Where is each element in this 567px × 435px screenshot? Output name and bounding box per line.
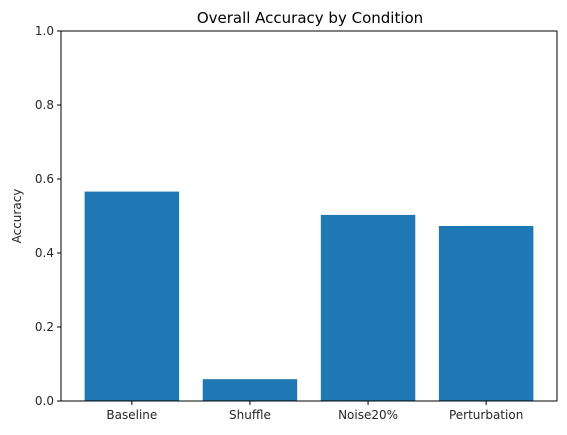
y-tick-label: 0.2 — [35, 320, 54, 334]
x-tick-label: Shuffle — [229, 408, 271, 422]
y-axis-label: Accuracy — [10, 189, 24, 244]
bar-noise20- — [320, 214, 416, 401]
y-tick-label: 0.8 — [35, 98, 54, 112]
chart-title: Overall Accuracy by Condition — [197, 9, 423, 27]
bar-shuffle — [202, 379, 298, 401]
y-tick-label: 1.0 — [35, 24, 54, 38]
bar-perturbation — [438, 225, 534, 401]
x-tick-label: Noise20% — [338, 408, 398, 422]
plot-area-frame — [60, 30, 558, 402]
bars-layer — [84, 191, 534, 401]
y-tick-label: 0.0 — [35, 394, 54, 408]
x-tick-label: Baseline — [106, 408, 157, 422]
bar-baseline — [84, 191, 180, 401]
ticks-layer: Baseline Shuffle Noise20% Perturbation 0.0 0.… — [35, 24, 523, 422]
x-tick-label: Perturbation — [449, 408, 523, 422]
y-tick-label: 0.4 — [35, 246, 54, 260]
y-tick-label: 0.6 — [35, 172, 54, 186]
